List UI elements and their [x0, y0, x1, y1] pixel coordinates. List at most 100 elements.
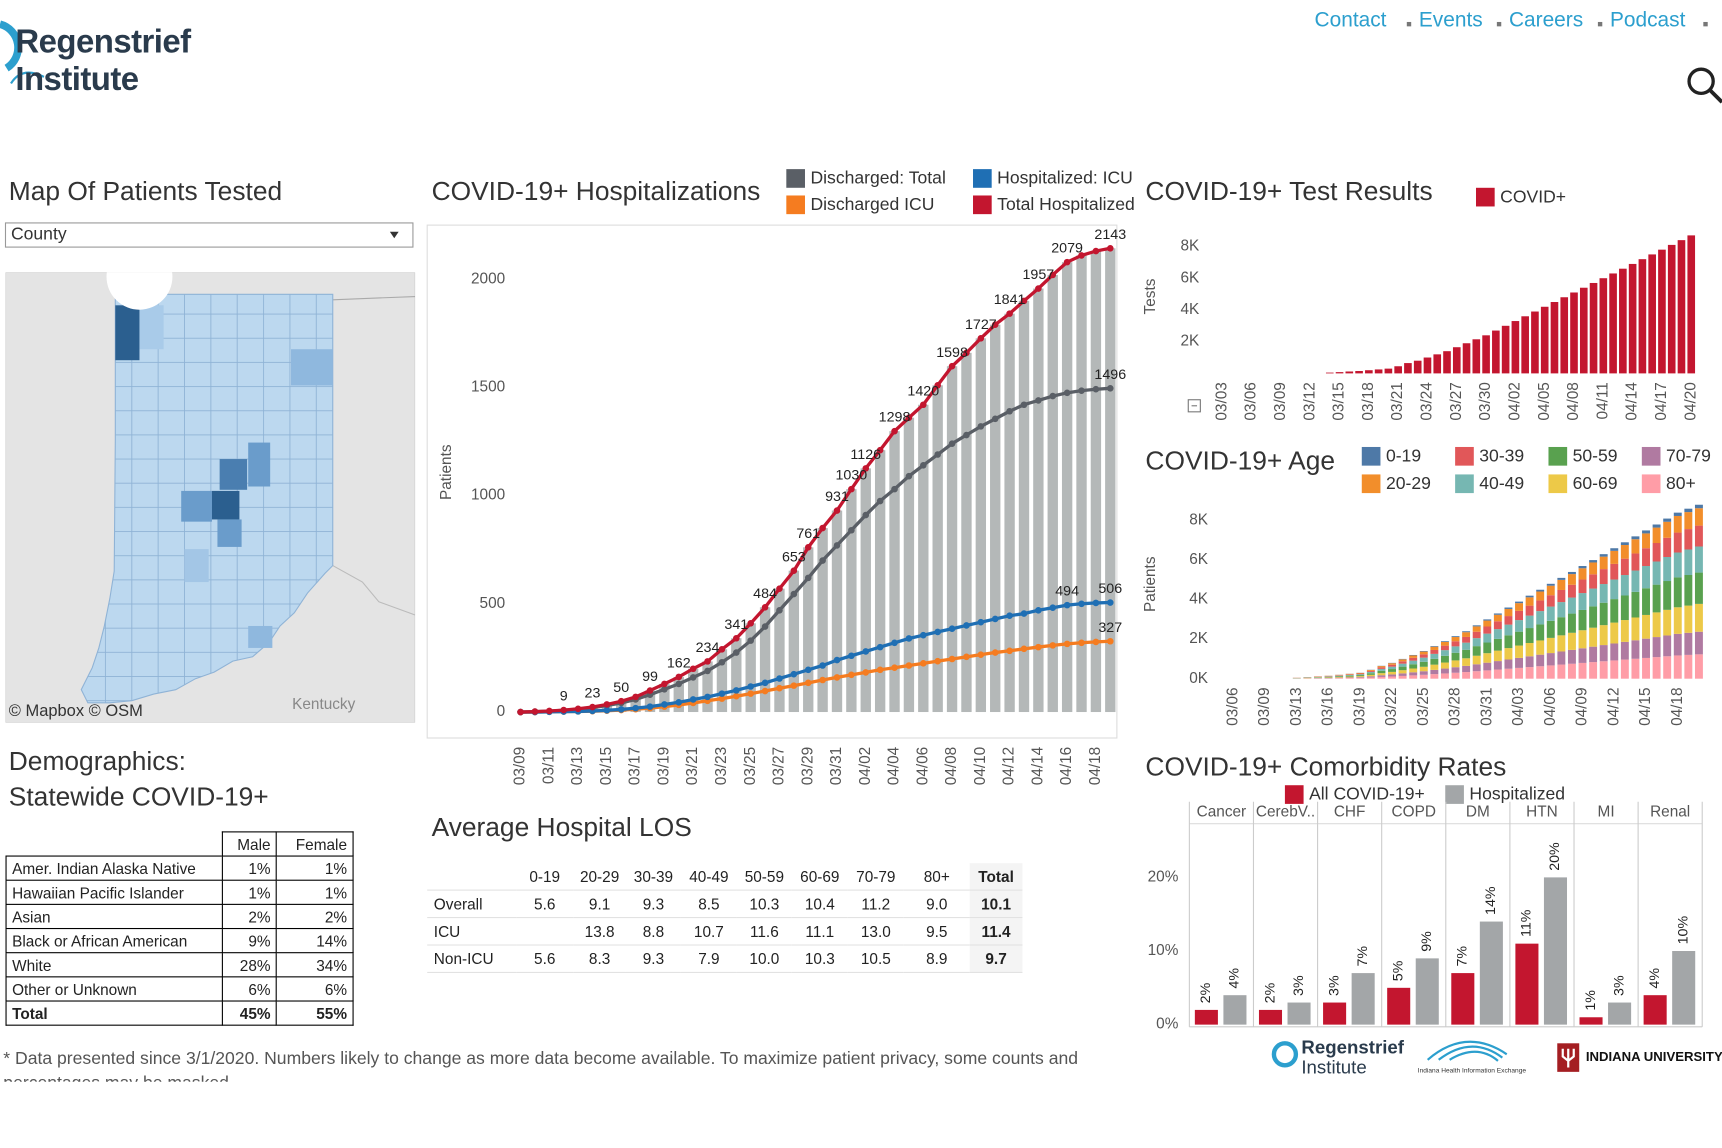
table-row: Non-ICU 5.6 8.3 9.3 7.9 10.0 10.3 10.5 8.9 9.7 — [427, 945, 1023, 974]
data-label: 9% — [1419, 931, 1435, 952]
search-icon[interactable] — [1687, 67, 1722, 104]
x-tick-label: 03/12 — [1301, 382, 1318, 420]
table-cell: 11.6 — [736, 917, 792, 946]
data-label: 494 — [1055, 584, 1079, 600]
bar — [961, 352, 972, 713]
bar-segment — [1335, 676, 1344, 678]
category-header: CerebV.. — [1256, 804, 1315, 821]
point — [1092, 599, 1100, 607]
y-tick-label: 1500 — [471, 378, 505, 395]
y-tick-label: 500 — [480, 595, 506, 612]
point — [905, 414, 913, 422]
bar-segment — [1430, 658, 1439, 665]
bar-segment — [1557, 579, 1566, 590]
point — [747, 690, 754, 697]
x-tick-label: 04/03 — [1510, 687, 1527, 725]
bar-segment — [1335, 675, 1344, 677]
bar-segment — [1589, 588, 1598, 607]
collapse-icon[interactable] — [1187, 399, 1201, 413]
x-tick-label: 03/09 — [1256, 687, 1273, 725]
y-tick-label: 10% — [1148, 942, 1179, 959]
point — [689, 674, 697, 681]
y-tick-label: 1000 — [471, 487, 505, 504]
table-row: Hawaiian Pacific Islander 1% 1% — [5, 879, 354, 905]
bar-segment — [1694, 654, 1703, 679]
bar — [860, 468, 871, 713]
table-cell: 34% — [276, 952, 354, 978]
bar-segment — [1620, 542, 1629, 546]
point — [833, 674, 841, 681]
chart-title: COVID-19+ Hospitalizations — [432, 176, 761, 206]
bar-segment — [1462, 632, 1471, 637]
y-tick-label: 8K — [1189, 512, 1209, 529]
bar-segment — [1673, 515, 1682, 533]
data-label: 3% — [1291, 975, 1307, 996]
bar-segment — [1451, 652, 1460, 661]
bar-segment — [1536, 624, 1545, 641]
point — [1049, 604, 1057, 612]
bar-segment — [1567, 584, 1576, 598]
table-cell: 2% — [276, 903, 354, 930]
bar — [1579, 1017, 1603, 1025]
bar-segment — [1694, 525, 1703, 547]
bar-segment — [1356, 674, 1365, 676]
county-dropdown[interactable]: County — [4, 222, 414, 248]
legend-label: Hospitalized: ICU — [997, 168, 1133, 188]
bar — [1521, 316, 1529, 374]
table-cell: 8.9 — [903, 945, 970, 974]
bar-segment — [1440, 655, 1449, 663]
x-tick-label: 04/02 — [857, 747, 874, 785]
bar-segment — [1356, 675, 1365, 677]
bar — [1194, 1009, 1218, 1025]
bar — [903, 417, 915, 713]
bar-segment — [1536, 654, 1545, 667]
legend-label: 40-49 — [1479, 473, 1524, 493]
bar-segment — [1440, 673, 1449, 679]
row-label: Hawaiian Pacific Islander — [5, 879, 223, 905]
bar — [1404, 363, 1412, 374]
x-tick-label: 04/12 — [1605, 687, 1622, 725]
bar-segment — [1515, 631, 1523, 646]
bar-segment — [1345, 678, 1354, 679]
bar-segment — [1546, 585, 1555, 596]
point — [776, 607, 783, 614]
bar-segment — [1388, 671, 1396, 675]
category-header: Cancer — [1197, 804, 1247, 821]
bar — [1515, 943, 1539, 1025]
bar — [1672, 951, 1696, 1025]
row-label: Amer. Indian Alaska Native — [5, 855, 223, 881]
bar — [1345, 371, 1354, 374]
bar-segment — [1398, 666, 1407, 671]
dropdown-value[interactable]: County — [11, 224, 67, 244]
table-cell: 5.6 — [516, 945, 574, 974]
bar-segment — [1589, 574, 1598, 589]
bar-segment — [1589, 606, 1598, 628]
table-row: Overall 5.6 9.1 9.3 8.5 10.3 10.4 11.2 9.0 10.1 — [427, 890, 1023, 919]
bar-segment — [1462, 665, 1471, 673]
nav-separator — [1406, 21, 1412, 27]
bar-segment — [1578, 566, 1587, 569]
bar-segment — [1440, 645, 1449, 651]
bar — [759, 607, 771, 713]
y-tick-label: 6K — [1189, 551, 1209, 568]
bar-segment — [1451, 636, 1460, 638]
bar-segment — [1578, 662, 1587, 679]
bar-segment — [1356, 672, 1365, 674]
bar-segment — [1684, 508, 1693, 513]
nav-link[interactable]: Events — [1418, 8, 1483, 32]
bar-segment — [1483, 670, 1492, 679]
bar-segment — [1599, 569, 1608, 585]
bar-segment — [1642, 566, 1650, 589]
nav-link[interactable]: Podcast — [1609, 8, 1686, 32]
bar-segment — [1684, 529, 1693, 550]
nav-link[interactable]: Careers — [1508, 8, 1584, 32]
legend-swatch — [973, 195, 992, 215]
bar-segment — [1504, 659, 1513, 669]
x-tick-label: 03/13 — [1288, 687, 1305, 725]
nav-link[interactable]: Contact — [1314, 8, 1387, 32]
point — [819, 676, 826, 684]
bar — [831, 510, 843, 713]
bar-segment — [1324, 676, 1333, 678]
point — [733, 634, 740, 642]
